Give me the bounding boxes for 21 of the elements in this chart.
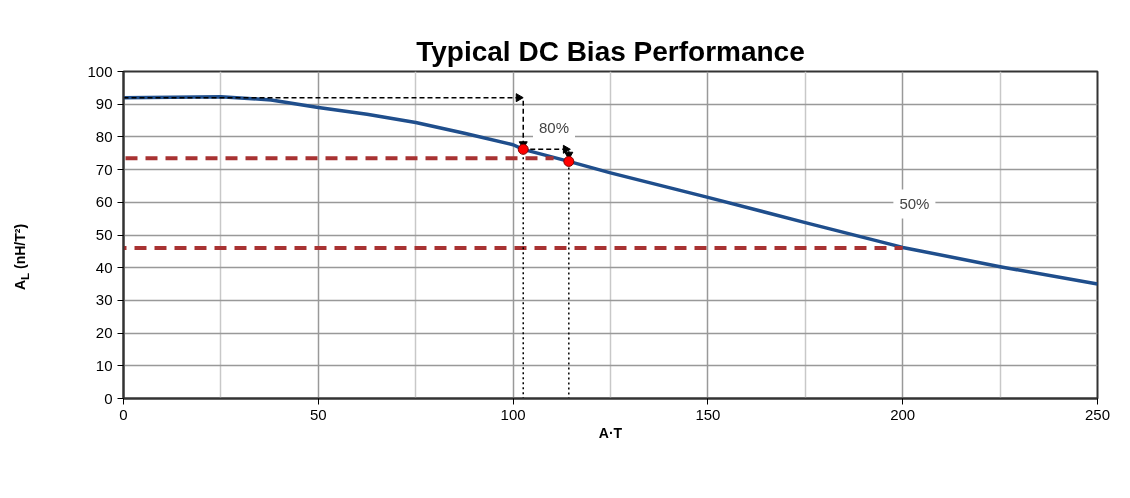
y-tick-label: 40 — [95, 258, 113, 276]
x-tick-label: 150 — [695, 405, 721, 423]
y-tick-label: 20 — [95, 324, 113, 342]
y-tick-label: 10 — [95, 356, 113, 374]
annotation: 50% — [899, 195, 930, 213]
x-axis-title: A·T — [598, 424, 623, 441]
y-tick-label: 90 — [95, 95, 113, 113]
y-tick-label: 80 — [95, 127, 113, 145]
annotation: 80% — [539, 118, 570, 136]
x-tick-label: 250 — [1084, 405, 1111, 423]
x-tick-label: 0 — [119, 405, 128, 423]
y-tick-label: 30 — [95, 291, 113, 309]
chart-title: Typical DC Bias Performance — [416, 35, 805, 67]
y-tick-label: 70 — [95, 160, 113, 178]
x-tick-label: 100 — [500, 405, 526, 423]
x-tick-label: 200 — [890, 405, 916, 423]
x-tick-label: 50 — [309, 405, 327, 423]
y-tick-label: 50 — [95, 226, 113, 243]
y-tick-label: 100 — [87, 62, 113, 80]
y-tick-label: 60 — [95, 193, 113, 211]
y-tick-label: 0 — [104, 389, 113, 407]
